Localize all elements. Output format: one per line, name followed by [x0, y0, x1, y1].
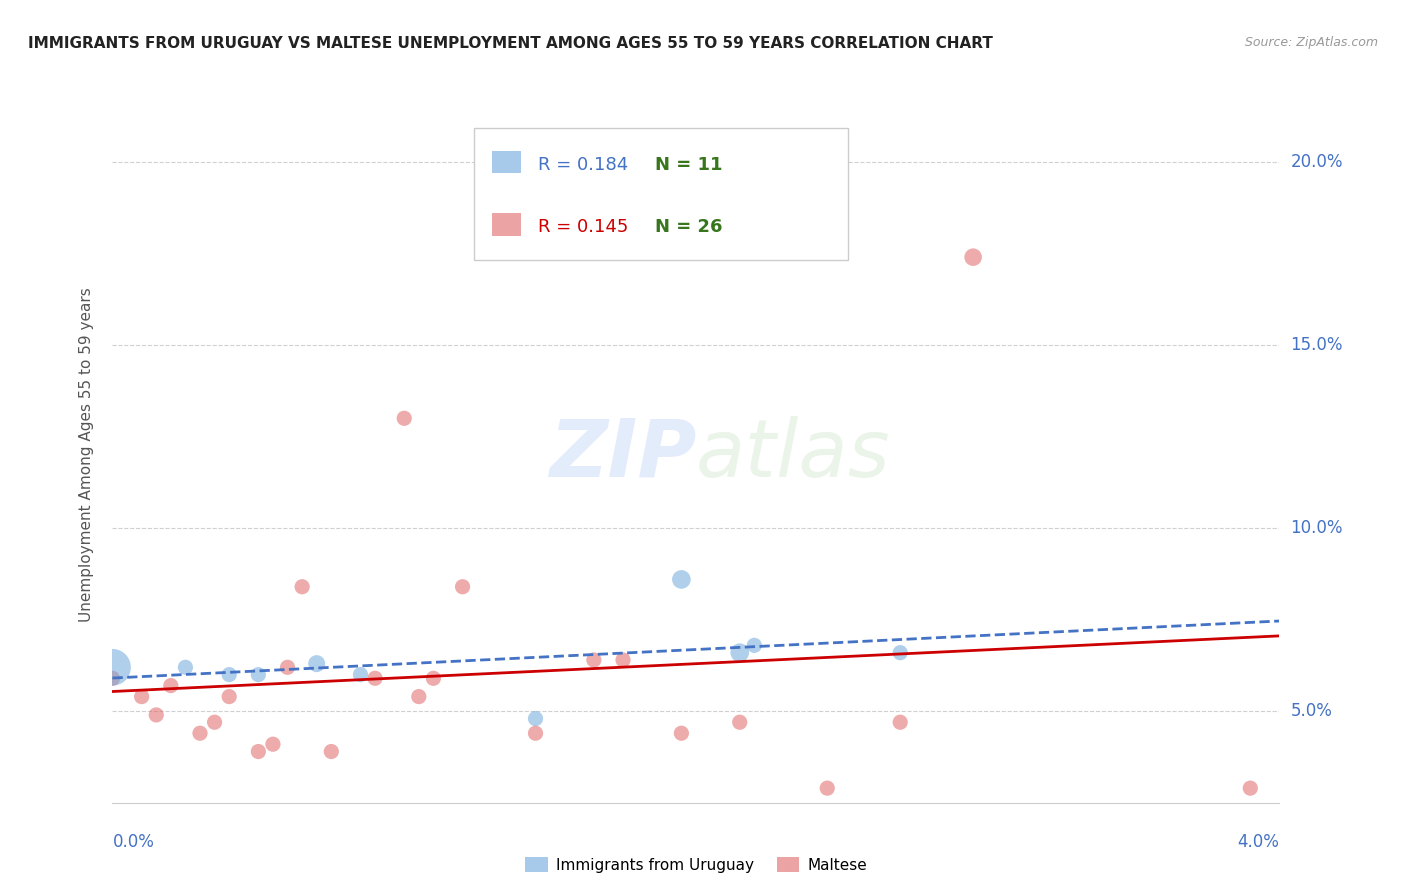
Point: [451, 580, 474, 594]
Text: IMMIGRANTS FROM URUGUAY VS MALTESE UNEMPLOYMENT AMONG AGES 55 TO 59 YEARS CORREL: IMMIGRANTS FROM URUGUAY VS MALTESE UNEMP…: [28, 36, 993, 51]
Point: [218, 667, 240, 681]
Text: 0.0%: 0.0%: [112, 833, 155, 851]
Point: [742, 638, 765, 652]
Point: [889, 646, 911, 660]
Point: [204, 715, 226, 730]
Point: [305, 657, 328, 671]
Point: [174, 660, 197, 674]
FancyBboxPatch shape: [474, 128, 848, 260]
Point: [671, 726, 693, 740]
Point: [889, 715, 911, 730]
Point: [1239, 781, 1261, 796]
Point: [364, 671, 387, 685]
Point: [160, 679, 183, 693]
Text: 5.0%: 5.0%: [1291, 702, 1333, 720]
Point: [276, 660, 298, 674]
Y-axis label: Unemployment Among Ages 55 to 59 years: Unemployment Among Ages 55 to 59 years: [79, 287, 94, 623]
Text: 10.0%: 10.0%: [1291, 519, 1343, 537]
Point: [524, 726, 547, 740]
Text: N = 11: N = 11: [655, 156, 723, 174]
Legend: Immigrants from Uruguay, Maltese: Immigrants from Uruguay, Maltese: [519, 850, 873, 879]
Point: [394, 411, 416, 425]
Point: [612, 653, 634, 667]
Point: [815, 781, 838, 796]
Point: [262, 737, 284, 751]
Point: [728, 646, 751, 660]
Text: atlas: atlas: [696, 416, 891, 494]
Point: [582, 653, 605, 667]
Point: [101, 660, 124, 674]
Point: [188, 726, 211, 740]
Text: N = 26: N = 26: [655, 219, 723, 236]
Text: R = 0.184: R = 0.184: [538, 156, 628, 174]
Point: [671, 573, 693, 587]
Point: [962, 250, 984, 264]
Point: [247, 667, 270, 681]
Point: [408, 690, 430, 704]
Point: [422, 671, 444, 685]
Point: [145, 707, 167, 722]
FancyBboxPatch shape: [492, 151, 520, 173]
Text: 20.0%: 20.0%: [1291, 153, 1343, 171]
Text: ZIP: ZIP: [548, 416, 696, 494]
Point: [218, 690, 240, 704]
Point: [524, 712, 547, 726]
Point: [349, 667, 371, 681]
Point: [131, 690, 153, 704]
Text: 4.0%: 4.0%: [1237, 833, 1279, 851]
Point: [321, 745, 343, 759]
Text: Source: ZipAtlas.com: Source: ZipAtlas.com: [1244, 36, 1378, 49]
Point: [101, 671, 124, 685]
Text: 15.0%: 15.0%: [1291, 336, 1343, 354]
Point: [728, 715, 751, 730]
Text: R = 0.145: R = 0.145: [538, 219, 628, 236]
Point: [291, 580, 314, 594]
FancyBboxPatch shape: [492, 213, 520, 235]
Point: [247, 745, 270, 759]
